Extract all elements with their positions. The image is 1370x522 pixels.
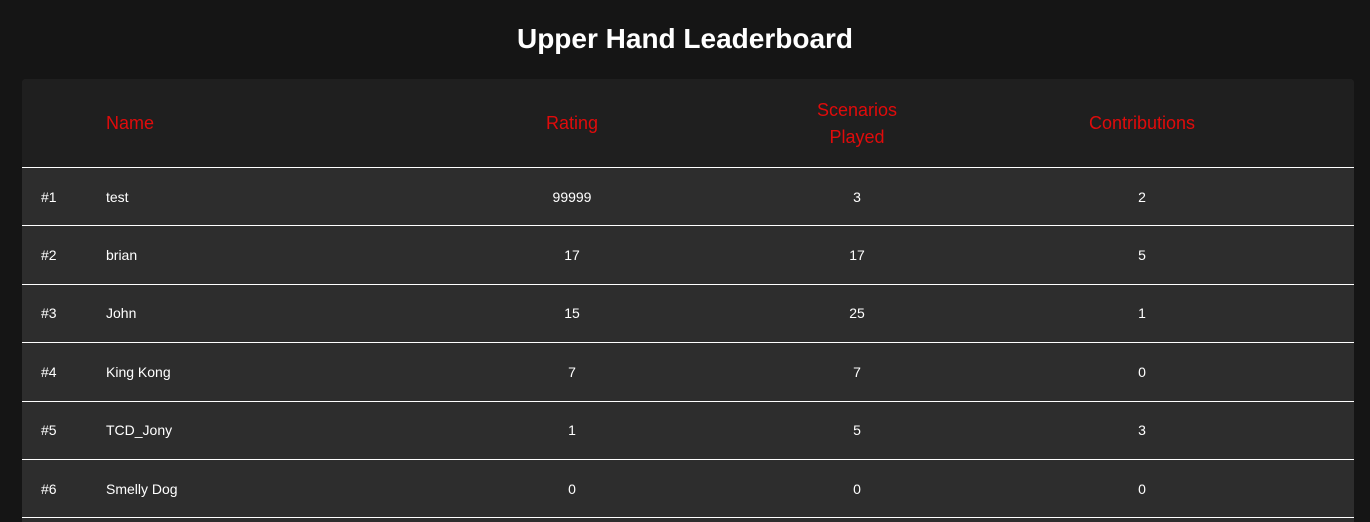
- table-row[interactable]: #4 King Kong 7 7 0: [22, 343, 1354, 402]
- leaderboard-table: Name Rating Scenarios Played Contributio…: [22, 79, 1354, 522]
- table-row[interactable]: #5 TCD_Jony 1 5 3: [22, 402, 1354, 460]
- table-row[interactable]: #1 test 99999 3 2: [22, 168, 1354, 227]
- name-cell: John: [106, 305, 137, 322]
- table-row[interactable]: #3 John 15 25 1: [22, 285, 1354, 344]
- table-row[interactable]: #2 brian 17 17 5: [22, 226, 1354, 285]
- name-cell: brian: [106, 247, 138, 264]
- contributions-cell: 2: [1138, 188, 1146, 205]
- table-row[interactable]: #6 Smelly Dog 0 0 0: [22, 460, 1354, 519]
- rating-cell: 17: [564, 247, 580, 264]
- rank-cell: #5: [41, 422, 57, 439]
- contributions-cell: 1: [1138, 305, 1146, 322]
- column-header-scenarios-line1: Scenarios: [816, 99, 898, 120]
- name-cell: Smelly Dog: [106, 480, 178, 497]
- rank-cell: #1: [41, 188, 57, 205]
- contributions-cell: 5: [1138, 247, 1146, 264]
- contributions-cell: 0: [1138, 363, 1146, 380]
- rating-cell: 15: [564, 305, 580, 322]
- contributions-cell: 0: [1138, 480, 1146, 497]
- scenarios-cell: 17: [849, 247, 865, 264]
- name-cell: test: [106, 188, 129, 205]
- column-header-scenarios-played[interactable]: Scenarios Played: [792, 79, 922, 168]
- name-cell: TCD_Jony: [106, 422, 173, 439]
- scenarios-cell: 0: [853, 480, 861, 497]
- page-title: Upper Hand Leaderboard: [516, 23, 854, 54]
- table-header-row: Name Rating Scenarios Played Contributio…: [22, 79, 1354, 168]
- rating-cell: 7: [568, 363, 576, 380]
- column-header-scenarios-line2: Played: [829, 126, 885, 147]
- rating-cell: 99999: [552, 188, 592, 205]
- rank-cell: #6: [41, 480, 57, 497]
- rank-cell: #2: [41, 247, 57, 264]
- scenarios-cell: 3: [853, 188, 861, 205]
- rank-cell: #3: [41, 305, 57, 322]
- column-header-rating[interactable]: Rating: [545, 113, 599, 133]
- table-body: #1 test 99999 3 2 #2 brian 17 17 5 #3 Jo…: [22, 168, 1354, 519]
- contributions-cell: 3: [1138, 422, 1146, 439]
- rank-cell: #4: [41, 363, 57, 380]
- rating-cell: 1: [568, 422, 576, 439]
- scenarios-cell: 7: [853, 363, 861, 380]
- column-header-contributions[interactable]: Contributions: [1088, 113, 1196, 133]
- scenarios-cell: 5: [853, 422, 861, 439]
- column-header-name[interactable]: Name: [106, 113, 155, 133]
- scenarios-cell: 25: [849, 305, 865, 322]
- rating-cell: 0: [568, 480, 576, 497]
- name-cell: King Kong: [106, 363, 171, 380]
